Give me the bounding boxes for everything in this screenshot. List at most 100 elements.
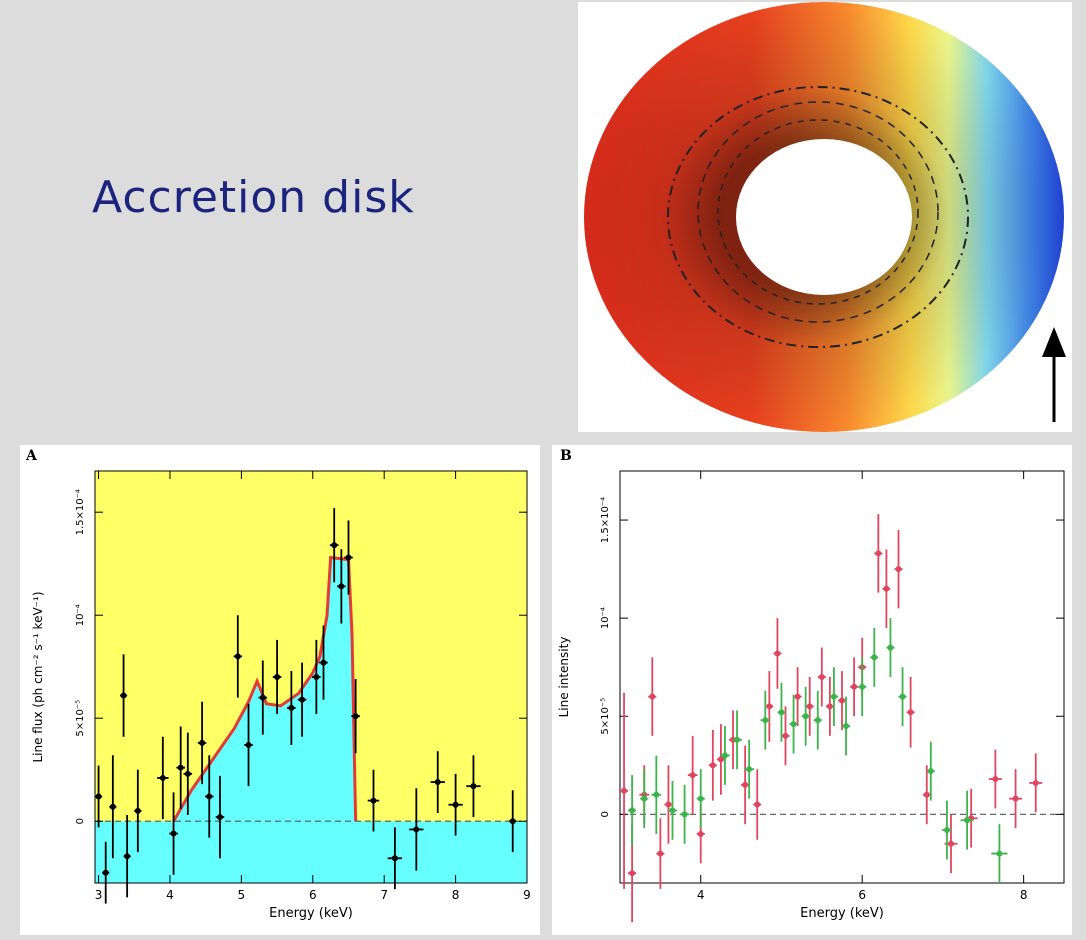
x-tick-label: 9	[523, 888, 531, 902]
x-axis-label: Energy (keV)	[269, 906, 353, 921]
dashed-orbit-inner	[717, 119, 919, 305]
data-point	[299, 696, 306, 703]
data-point	[818, 674, 825, 680]
disk-hole	[736, 139, 912, 295]
data-point	[709, 762, 716, 769]
panel-a: A 3 4 5 6 7 8 9 0 5×10⁻⁵ 10⁻⁴ 1.5×10⁻⁴ Energy (keV)…	[20, 445, 540, 935]
y-axis-label: Line intensity	[557, 637, 571, 718]
x-tick-label: 7	[380, 888, 388, 902]
y-tick-label: 5×10⁻⁵	[600, 698, 611, 735]
data-point	[134, 807, 141, 814]
y-tick-label: 0	[75, 818, 86, 824]
data-point	[839, 697, 845, 704]
data-point	[697, 795, 704, 802]
data-point	[331, 542, 338, 549]
data-point	[774, 650, 781, 657]
accretion-disk-image	[578, 2, 1072, 432]
data-point	[875, 550, 882, 557]
data-point	[907, 709, 914, 716]
data-point	[782, 732, 789, 739]
data-point	[742, 781, 749, 788]
data-point	[746, 766, 753, 773]
data-point	[120, 692, 127, 699]
y-tick-label: 10⁻⁴	[600, 607, 611, 629]
data-point	[177, 764, 184, 771]
data-point	[234, 653, 241, 660]
data-point	[778, 709, 785, 716]
data-point	[899, 693, 906, 700]
data-point	[717, 756, 724, 763]
data-point	[859, 683, 866, 690]
data-point	[1012, 795, 1019, 802]
accretion-disk-svg	[584, 2, 1066, 432]
data-point	[320, 659, 327, 666]
panel-b-label: B	[560, 448, 572, 464]
data-point	[843, 723, 850, 730]
dashed-orbit-middle	[697, 101, 939, 323]
data-point	[170, 830, 177, 837]
y-tick-label: 10⁻⁴	[75, 604, 86, 626]
data-point	[621, 787, 628, 794]
data-point	[754, 801, 761, 808]
data-point	[794, 693, 801, 700]
chart-b: 4 6 8 0 5×10⁻⁵ 10⁻⁴ 1.5×10⁻⁴ Energy (keV) Line i…	[557, 470, 1065, 923]
data-point	[669, 807, 676, 814]
data-point	[802, 713, 809, 720]
data-point	[653, 791, 660, 798]
data-point	[452, 801, 459, 808]
y-axis-label: Line flux (ph cm⁻² s⁻¹ keV⁻¹)	[31, 591, 45, 762]
data-point	[657, 850, 664, 857]
x-tick-label: 3	[95, 888, 103, 902]
data-point	[184, 770, 191, 777]
x-tick-label: 8	[1020, 888, 1028, 902]
panel-b: B 4 6 8 0 5×10⁻⁵ 10⁻⁴ 1.5×10⁻⁴ Energy (keV) Line…	[552, 445, 1072, 935]
data-point	[927, 768, 934, 775]
data-point	[509, 818, 516, 825]
x-tick-label: 6	[858, 888, 866, 902]
data-point	[964, 817, 971, 824]
data-point	[95, 793, 102, 800]
data-point	[391, 855, 398, 862]
model-fill-area	[95, 557, 527, 883]
dashed-orbit-outer	[667, 86, 969, 348]
data-point	[887, 644, 894, 651]
y-tick-label: 5×10⁻⁵	[75, 700, 86, 737]
panel-a-label: A	[26, 448, 37, 464]
data-point	[206, 793, 213, 800]
data-point	[352, 713, 359, 720]
data-point	[806, 703, 813, 710]
data-point	[721, 752, 728, 759]
x-tick-label: 5	[238, 888, 246, 902]
data-point	[895, 566, 902, 573]
slide-title: Accretion disk	[92, 172, 415, 223]
data-point	[762, 717, 769, 724]
model-curve	[172, 555, 358, 822]
data-point	[996, 850, 1003, 857]
data-point	[109, 803, 116, 810]
data-point	[434, 779, 441, 786]
data-point	[947, 840, 954, 847]
arrow-up-icon	[1042, 327, 1066, 357]
data-point	[851, 683, 858, 690]
data-point	[681, 811, 688, 818]
data-point	[665, 801, 672, 808]
x-tick-label: 6	[309, 888, 317, 902]
data-point	[734, 736, 741, 743]
chart-a: 3 4 5 6 7 8 9 0 5×10⁻⁵ 10⁻⁴ 1.5×10⁻⁴ Energy (keV) Li…	[31, 470, 531, 921]
plot-frame	[619, 470, 1065, 884]
data-point	[413, 826, 420, 833]
data-point	[288, 704, 295, 711]
x-tick-label: 4	[697, 888, 705, 902]
y-tick-label: 1.5×10⁻⁴	[600, 497, 611, 543]
data-point	[943, 827, 950, 834]
data-point	[641, 795, 648, 802]
data-point	[871, 654, 878, 661]
data-point	[313, 674, 320, 680]
data-point	[629, 870, 636, 877]
data-point	[370, 797, 377, 804]
data-point	[790, 721, 797, 728]
data-point	[830, 693, 837, 700]
data-point	[338, 583, 345, 590]
data-point	[689, 772, 696, 779]
data-point	[345, 554, 352, 561]
